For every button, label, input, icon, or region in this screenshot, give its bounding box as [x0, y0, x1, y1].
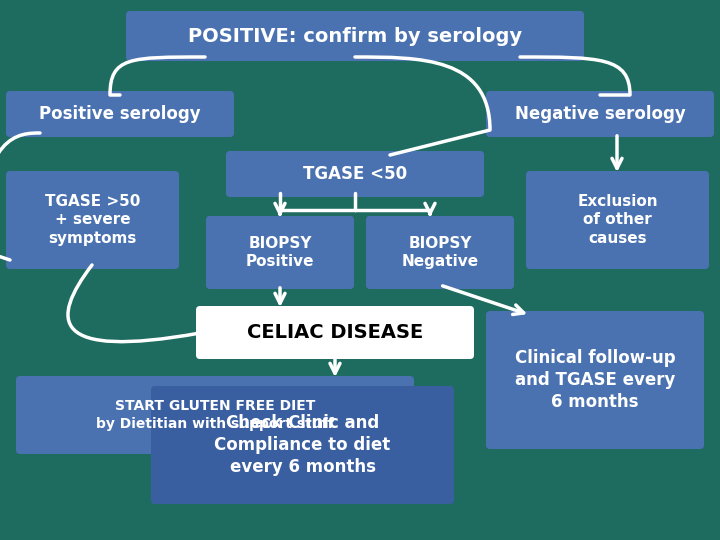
FancyBboxPatch shape [486, 91, 714, 137]
FancyBboxPatch shape [196, 306, 474, 359]
FancyBboxPatch shape [151, 386, 454, 504]
Text: Positive serology: Positive serology [39, 105, 201, 123]
FancyBboxPatch shape [126, 11, 584, 61]
Text: CELIAC DISEASE: CELIAC DISEASE [247, 323, 423, 342]
Text: TGASE <50: TGASE <50 [303, 165, 407, 183]
FancyBboxPatch shape [526, 171, 709, 269]
Text: Exclusion
of other
causes: Exclusion of other causes [577, 194, 658, 246]
Text: Check Clinic and
Compliance to diet
every 6 months: Check Clinic and Compliance to diet ever… [215, 414, 391, 476]
Text: Clinical follow-up
and TGASE every
6 months: Clinical follow-up and TGASE every 6 mon… [515, 349, 675, 411]
Text: Negative serology: Negative serology [515, 105, 685, 123]
Text: POSITIVE: confirm by serology: POSITIVE: confirm by serology [188, 26, 522, 45]
Text: TGASE >50
+ severe
symptoms: TGASE >50 + severe symptoms [45, 194, 140, 246]
FancyBboxPatch shape [206, 216, 354, 289]
FancyBboxPatch shape [16, 376, 414, 454]
FancyBboxPatch shape [6, 91, 234, 137]
FancyBboxPatch shape [366, 216, 514, 289]
Text: BIOPSY
Positive: BIOPSY Positive [246, 235, 314, 269]
Text: START GLUTEN FREE DIET
by Dietitian with support stuff: START GLUTEN FREE DIET by Dietitian with… [96, 400, 334, 431]
FancyBboxPatch shape [486, 311, 704, 449]
FancyBboxPatch shape [226, 151, 484, 197]
FancyBboxPatch shape [6, 171, 179, 269]
Text: BIOPSY
Negative: BIOPSY Negative [402, 235, 479, 269]
